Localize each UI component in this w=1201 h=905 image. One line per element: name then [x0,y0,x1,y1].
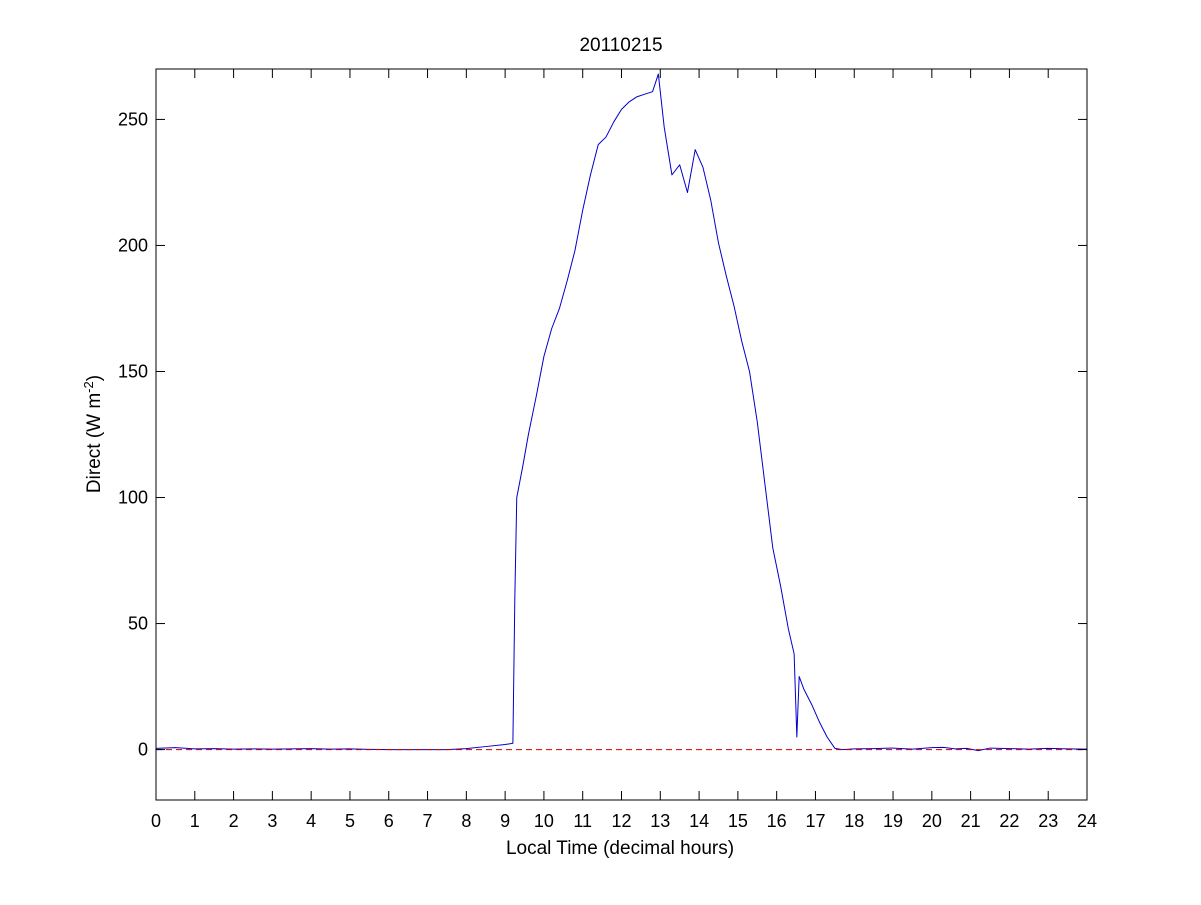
plot-marks [155,73,1088,752]
x-tick-label: 3 [267,811,277,831]
y-tick-label: 150 [118,361,148,381]
y-tick-label: 250 [118,109,148,129]
y-tick-label: 50 [128,614,148,634]
y-axis-label-main: Direct (W m [84,393,105,493]
x-tick-label: 23 [1038,811,1058,831]
y-axis-label: Direct (W m-2) [81,375,106,493]
x-tick-label: 21 [961,811,981,831]
x-tick-label: 19 [883,811,903,831]
x-tick-label: 10 [534,811,554,831]
x-tick-label: 17 [805,811,825,831]
axis-ticks: 0 1 2 3 4 5 6 7 8 9 10 11 12 13 14 15 16 17 18 19 20 21 22 23 24… [118,69,1097,831]
x-tick-label: 15 [728,811,748,831]
x-tick-label: 14 [689,811,709,831]
x-tick-label: 18 [844,811,864,831]
x-tick-label: 9 [500,811,510,831]
y-tick-label: 100 [118,488,148,508]
x-tick-label: 4 [306,811,316,831]
y-axis-label-superscript: -2 [81,381,96,393]
x-tick-label: 6 [384,811,394,831]
x-tick-label: 1 [190,811,200,831]
x-tick-label: 0 [151,811,161,831]
y-tick-label: 200 [118,235,148,255]
x-tick-label: 12 [611,811,631,831]
plot-background [156,69,1087,800]
x-tick-label: 2 [229,811,239,831]
x-tick-label: 24 [1077,811,1097,831]
y-tick-label: 0 [138,740,148,760]
chart-title: 20110215 [579,35,662,56]
x-tick-label: 8 [461,811,471,831]
x-tick-label: 11 [573,811,592,831]
x-tick-label: 16 [767,811,787,831]
x-tick-label: 13 [650,811,670,831]
x-tick-label: 5 [345,811,355,831]
x-tick-label: 20 [922,811,942,831]
x-axis-label: Local Time (decimal hours) [506,838,734,859]
x-tick-label: 7 [423,811,433,831]
x-tick-label: 22 [999,811,1019,831]
y-axis-label-close: ) [84,375,105,381]
